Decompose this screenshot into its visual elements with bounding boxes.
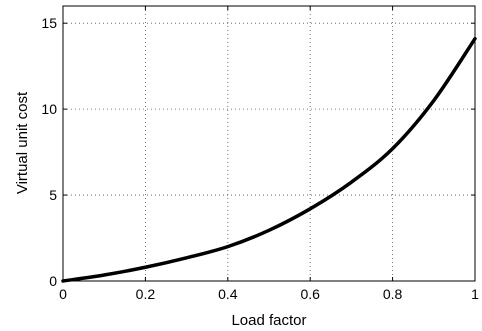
y-tick-label: 15: [41, 15, 57, 31]
x-tick-label: 0.6: [300, 286, 320, 302]
x-tick-label: 0.2: [136, 286, 156, 302]
series-line: [61, 36, 477, 283]
x-tick-label: 0.4: [218, 286, 238, 302]
x-tick-label: 0: [59, 286, 67, 302]
plot-area: [63, 6, 475, 281]
grid-lines: [63, 6, 475, 281]
y-tick-label: 5: [49, 187, 57, 203]
plot-frame: [62, 5, 476, 282]
series-group: [61, 36, 477, 283]
x-axis-label: Load factor: [231, 312, 306, 329]
y-tick-label: 10: [41, 101, 57, 117]
y-tick-label: 0: [49, 273, 57, 289]
x-tick-label: 1: [471, 286, 479, 302]
x-tick-label: 0.8: [383, 286, 403, 302]
y-axis-label: Virtual unit cost: [14, 91, 31, 194]
